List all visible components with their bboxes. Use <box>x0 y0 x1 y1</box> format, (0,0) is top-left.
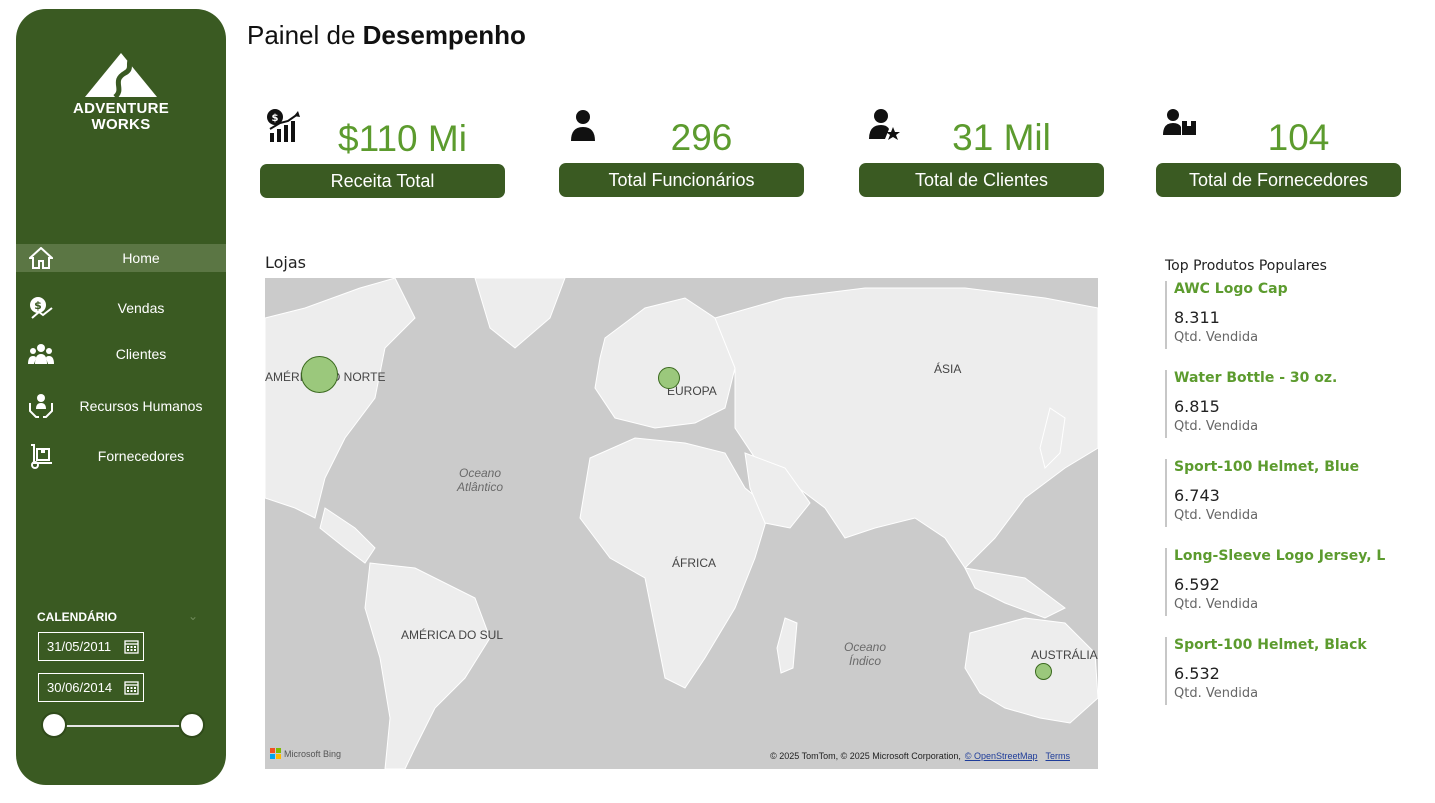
product-qty: 6.532 <box>1174 664 1220 683</box>
start-date-value: 31/05/2011 <box>47 639 112 654</box>
supplier-box-icon <box>1163 109 1196 135</box>
home-icon <box>28 245 54 271</box>
kpi-value-customers: 31 Mil <box>952 117 1051 158</box>
product-card: Sport-100 Helmet, Blue 6.743 Qtd. Vendid… <box>1165 459 1407 527</box>
calendar-icon[interactable] <box>124 680 139 695</box>
microsoft-logo-icon <box>270 748 281 759</box>
openstreetmap-link[interactable]: © OpenStreetMap <box>964 751 1038 761</box>
date-range-slider-track[interactable] <box>54 725 192 727</box>
product-card: Water Bottle - 30 oz. 6.815 Qtd. Vendida <box>1165 370 1407 438</box>
logo-text-line1: ADVENTURE <box>72 100 170 117</box>
nav-item-sales[interactable]: $ Vendas <box>16 294 226 322</box>
nav-item-human-resources[interactable]: Recursos Humanos <box>16 392 226 420</box>
kpi-label-customers: Total de Clientes <box>859 163 1104 197</box>
kpi-label-revenue: Receita Total <box>260 164 505 198</box>
world-map-landmasses <box>265 278 1098 769</box>
revenue-icon: $ <box>267 109 300 142</box>
kpi-label-suppliers: Total de Fornecedores <box>1156 163 1401 197</box>
product-qty: 8.311 <box>1174 308 1220 327</box>
map-attribution: © 2025 TomTom, © 2025 Microsoft Corporat… <box>770 751 1070 761</box>
product-qty-label: Qtd. Vendida <box>1174 686 1259 701</box>
mountain-logo-icon <box>85 53 157 99</box>
employee-icon <box>571 110 595 141</box>
store-bubble-north-america[interactable] <box>301 356 338 393</box>
product-card: Long-Sleeve Logo Jersey, L 6.592 Qtd. Ve… <box>1165 548 1407 616</box>
product-name: Long-Sleeve Logo Jersey, L <box>1174 548 1386 564</box>
product-qty-label: Qtd. Vendida <box>1174 597 1259 612</box>
bing-logo: Microsoft Bing <box>270 748 341 759</box>
indian-line2: Índico <box>848 654 882 668</box>
map-label-australia: AUSTRÁLIA <box>1031 648 1098 662</box>
bing-label: Microsoft Bing <box>284 748 342 759</box>
svg-text:$: $ <box>34 299 42 312</box>
date-range-slider-start-handle[interactable] <box>41 712 67 738</box>
map-title: Lojas <box>265 253 307 272</box>
nav-label-suppliers: Fornecedores <box>97 448 185 464</box>
product-qty-label: Qtd. Vendida <box>1174 419 1259 434</box>
indian-line1: Oceano <box>843 640 887 654</box>
product-card: Sport-100 Helmet, Black 6.532 Qtd. Vendi… <box>1165 637 1407 705</box>
product-card: AWC Logo Cap 8.311 Qtd. Vendida <box>1165 281 1407 349</box>
map-label-south-america: AMÉRICA DO SUL <box>401 628 504 642</box>
map-label-africa: ÁFRICA <box>672 556 717 570</box>
nav-item-suppliers[interactable]: Fornecedores <box>16 442 226 470</box>
product-name: AWC Logo Cap <box>1174 281 1288 297</box>
map-label-atlantic-ocean: Oceano Atlântico <box>450 466 510 494</box>
atlantic-line1: Oceano <box>458 466 502 480</box>
kpi-card-revenue: $ $110 Mi Receita Total <box>260 108 505 208</box>
kpi-value-suppliers: 104 <box>1267 117 1330 158</box>
attribution-text: © 2025 TomTom, © 2025 Microsoft Corporat… <box>770 751 961 761</box>
product-qty-label: Qtd. Vendida <box>1174 508 1259 523</box>
product-name: Water Bottle - 30 oz. <box>1174 370 1338 386</box>
nav-label-human-resources: Recursos Humanos <box>79 398 203 414</box>
page-title-bold: Desempenho <box>362 20 526 50</box>
terms-link[interactable]: Terms <box>1045 751 1071 761</box>
end-date-input[interactable]: 30/06/2014 <box>38 673 144 702</box>
adventure-works-logo: ADVENTURE WORKS <box>66 51 176 133</box>
kpi-card-suppliers: 104 Total de Fornecedores <box>1156 107 1401 207</box>
nav-item-customers[interactable]: Clientes <box>16 340 226 368</box>
customer-star-icon <box>869 109 900 140</box>
kpi-card-customers: 31 Mil Total de Clientes <box>859 107 1104 207</box>
kpi-value-revenue: $110 Mi <box>338 118 467 159</box>
page-title-regular: Painel de <box>247 20 356 50</box>
suppliers-icon <box>28 443 54 469</box>
customers-icon <box>28 341 54 367</box>
date-range-slider-end-handle[interactable] <box>179 712 205 738</box>
product-qty: 6.815 <box>1174 397 1220 416</box>
end-date-value: 30/06/2014 <box>47 680 113 695</box>
logo-text-line2: WORKS <box>91 116 151 133</box>
store-bubble-australia[interactable] <box>1035 663 1052 680</box>
page-title: Painel de Desempenho <box>247 20 526 51</box>
kpi-card-employees: 296 Total Funcionários <box>559 107 804 207</box>
sales-icon: $ <box>28 295 54 321</box>
svg-text:$: $ <box>272 113 279 124</box>
top-products-title: Top Produtos Populares <box>1165 258 1327 274</box>
sidebar: ADVENTURE WORKS Home $ Vendas Clientes R… <box>16 9 226 785</box>
chevron-down-icon[interactable]: ⌄ <box>188 609 199 623</box>
calendar-icon[interactable] <box>124 639 139 654</box>
calendar-title: CALENDÁRIO <box>37 610 117 624</box>
kpi-value-employees: 296 <box>670 117 733 158</box>
nav-label-sales: Vendas <box>117 300 165 316</box>
product-qty: 6.592 <box>1174 575 1220 594</box>
nav-item-home[interactable]: Home <box>16 244 226 272</box>
map-label-europe: EUROPA <box>667 384 717 398</box>
product-name: Sport-100 Helmet, Black <box>1174 637 1367 653</box>
nav-label-home: Home <box>122 250 160 266</box>
human-resources-icon <box>28 393 54 419</box>
start-date-input[interactable]: 31/05/2011 <box>38 632 144 661</box>
map-label-indian-ocean: Oceano Índico <box>835 640 895 668</box>
store-bubble-europe[interactable] <box>658 367 680 389</box>
atlantic-line2: Atlântico <box>456 480 504 494</box>
kpi-label-employees: Total Funcionários <box>559 163 804 197</box>
stores-map[interactable]: AMÉRICA DO NORTE EUROPA ÁSIA ÁFRICA AMÉR… <box>265 278 1098 769</box>
map-label-asia: ÁSIA <box>934 362 962 376</box>
product-name: Sport-100 Helmet, Blue <box>1174 459 1360 475</box>
nav-label-customers: Clientes <box>115 346 167 362</box>
product-qty: 6.743 <box>1174 486 1220 505</box>
product-qty-label: Qtd. Vendida <box>1174 330 1259 345</box>
